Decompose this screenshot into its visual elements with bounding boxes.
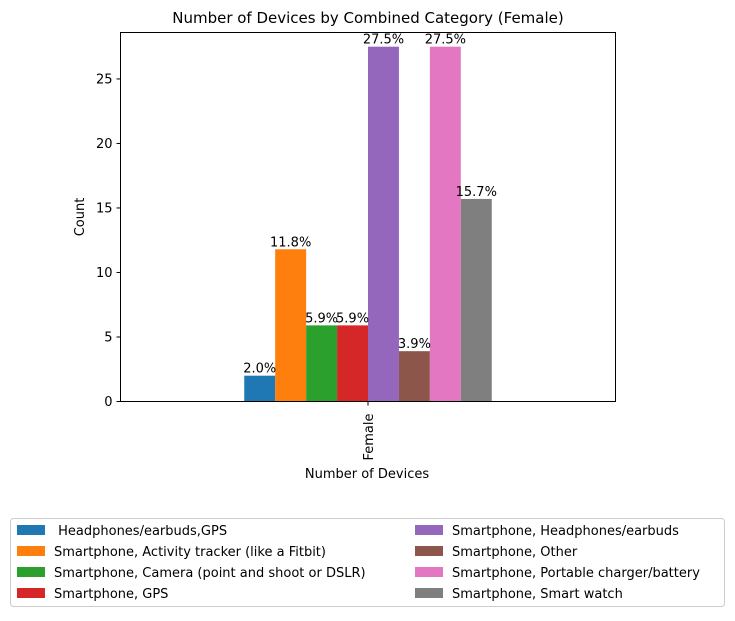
legend-swatch xyxy=(17,588,45,598)
bar-value-label: 5.9% xyxy=(336,311,369,326)
bar-value-label: 3.9% xyxy=(398,337,431,352)
bar xyxy=(337,325,368,402)
legend-label: Smartphone, Camera (point and shoot or D… xyxy=(54,566,366,581)
bar-value-label: 15.7% xyxy=(456,185,497,200)
legend-label: Smartphone, GPS xyxy=(54,587,168,602)
legend-label: Smartphone, Headphones/earbuds xyxy=(452,524,679,539)
legend-label: Smartphone, Smart watch xyxy=(452,587,623,602)
y-tick-label: 10 xyxy=(96,266,113,281)
legend-label: Headphones/earbuds,GPS xyxy=(54,524,227,539)
legend-swatch xyxy=(17,567,45,577)
legend-label: Smartphone, Activity tracker (like a Fit… xyxy=(54,545,326,560)
y-tick-label: 20 xyxy=(96,137,113,152)
legend-swatch xyxy=(415,567,443,577)
legend-label: Smartphone, Other xyxy=(452,545,578,560)
legend-swatch xyxy=(415,546,443,556)
bar xyxy=(306,325,338,402)
legend-swatch xyxy=(415,588,443,598)
bars-group xyxy=(244,46,492,402)
bar-labels-group: 2.0% 11.8% 5.9%5.9% 27.5% 3.9% 27.5% 15.7% xyxy=(243,33,497,377)
x-axis-label: Number of Devices xyxy=(305,467,429,482)
legend-label: Smartphone, Portable charger/battery xyxy=(452,566,700,581)
bar-value-label: 11.8% xyxy=(270,235,311,250)
legend: Headphones/earbuds,GPS Smartphone, Activi… xyxy=(10,518,725,607)
legend-swatch xyxy=(17,525,45,535)
y-tick-label: 15 xyxy=(96,201,113,216)
y-axis: 0 5 10 15 20 25 xyxy=(96,72,121,410)
y-tick-label: 0 xyxy=(104,395,112,410)
bar-value-label: 5.9% xyxy=(305,311,338,326)
x-tick-label: Female xyxy=(362,414,377,461)
bar xyxy=(429,46,461,402)
bar xyxy=(275,249,307,402)
bar-value-label: 27.5% xyxy=(363,33,404,48)
legend-swatch xyxy=(415,525,443,535)
legend-frame xyxy=(10,518,725,607)
bar xyxy=(368,46,399,402)
x-axis: Female xyxy=(362,401,377,461)
bar-value-label: 27.5% xyxy=(425,33,466,48)
y-tick-label: 25 xyxy=(96,72,113,87)
bar xyxy=(460,198,492,402)
legend-items: Headphones/earbuds,GPS Smartphone, Activi… xyxy=(17,524,700,602)
bar-value-label: 2.0% xyxy=(243,362,276,377)
legend-swatch xyxy=(17,546,45,556)
bar xyxy=(244,375,276,402)
y-tick-label: 5 xyxy=(104,330,112,345)
chart-title: Number of Devices by Combined Category (… xyxy=(172,9,564,27)
bar xyxy=(398,351,430,402)
y-axis-label: Count xyxy=(73,198,88,237)
